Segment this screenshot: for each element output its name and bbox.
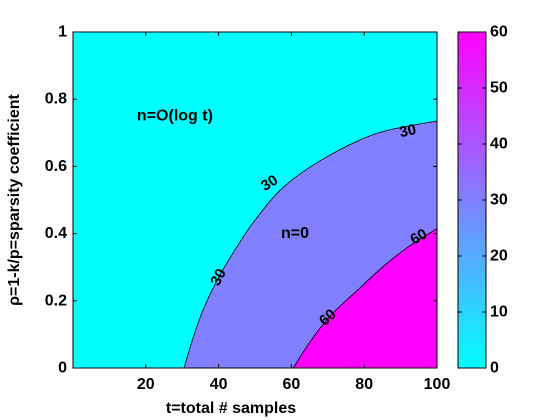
x-tick-label: 80 bbox=[355, 376, 373, 393]
y-tick-label: 0.2 bbox=[45, 292, 67, 309]
y-tick-label: 0 bbox=[58, 360, 67, 377]
x-axis-label: t=total # samples bbox=[166, 400, 296, 417]
y-tick-label: 0.6 bbox=[45, 158, 67, 175]
x-tick-label: 40 bbox=[210, 376, 228, 393]
plot-frame bbox=[72, 31, 438, 369]
colorbar-tick-label: 10 bbox=[490, 304, 508, 321]
y-axis-label: ρ=1-k/p=sparsity coefficient bbox=[6, 93, 23, 305]
contour-label-30: 30 bbox=[258, 172, 281, 195]
y-tick-label: 0.8 bbox=[45, 91, 67, 108]
x-tick-label: 20 bbox=[137, 376, 155, 393]
contour-line-60 bbox=[292, 228, 437, 368]
colorbar-tick-label: 50 bbox=[490, 80, 508, 97]
contour-label-30: 30 bbox=[207, 266, 230, 289]
x-axis-ticks: 20 40 60 80 100 bbox=[137, 32, 451, 393]
region-high bbox=[293, 228, 437, 368]
colorbar-tick-label: 20 bbox=[490, 248, 508, 265]
colorbar-tick-label: 30 bbox=[490, 192, 508, 209]
contour-line-30 bbox=[183, 120, 437, 368]
region-label-low: n=O(log t) bbox=[137, 108, 213, 125]
y-tick-label: 0.4 bbox=[45, 225, 67, 242]
region-label-mid: n=0 bbox=[281, 225, 309, 242]
colorbar-tick-label: 0 bbox=[490, 360, 499, 377]
colorbar-tick-label: 40 bbox=[490, 136, 508, 153]
colorbar-tick-label: 60 bbox=[490, 24, 508, 41]
x-tick-label: 60 bbox=[283, 376, 301, 393]
colorbar-ticks: 0 10 20 30 40 50 60 bbox=[458, 24, 508, 377]
contour-label-60: 60 bbox=[407, 225, 430, 248]
x-tick-label: 100 bbox=[424, 376, 451, 393]
colorbar-gradient bbox=[457, 31, 487, 369]
y-axis-ticks: 0 0.2 0.4 0.6 0.8 1 bbox=[45, 24, 437, 377]
plot-area bbox=[73, 32, 437, 368]
region-labels: n=O(log t) n=0 bbox=[137, 108, 309, 243]
colorbar: 0 10 20 30 40 50 60 bbox=[457, 24, 508, 377]
contour-label-30: 30 bbox=[398, 121, 418, 141]
y-tick-label: 1 bbox=[58, 24, 67, 41]
